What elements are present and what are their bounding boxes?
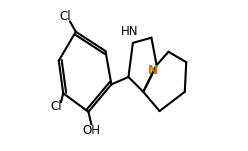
Text: Cl: Cl <box>50 100 62 113</box>
Text: N: N <box>148 64 158 77</box>
Text: Cl: Cl <box>60 10 71 23</box>
Text: OH: OH <box>82 124 100 137</box>
Text: HN: HN <box>121 24 139 38</box>
